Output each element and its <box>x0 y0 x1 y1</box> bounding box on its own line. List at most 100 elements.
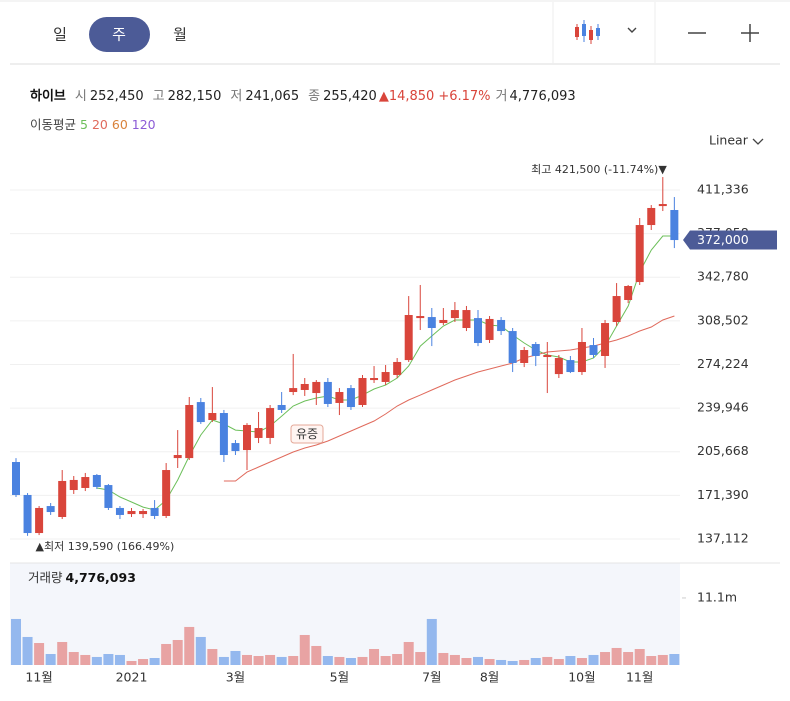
candle-body <box>23 494 32 534</box>
volume-bar <box>345 657 356 665</box>
candle-body <box>658 204 667 207</box>
ma-legend-entry: 120 <box>132 117 156 132</box>
ma-legend: 이동평균 5 20 60 120 <box>30 117 156 132</box>
candle-body <box>208 413 217 421</box>
volume-bar <box>438 652 449 665</box>
chart-type-button[interactable] <box>575 20 637 44</box>
volume-bar <box>207 648 218 665</box>
volume-bar <box>369 648 380 665</box>
y-tick-label: 205,668 <box>697 443 749 458</box>
volume-bar <box>299 634 310 665</box>
x-tick-label: 10월 <box>568 670 595 685</box>
volume-bar <box>449 654 460 665</box>
volume-bar <box>57 641 68 665</box>
volume-bar <box>461 657 472 665</box>
tab-week[interactable]: 주 <box>112 26 126 44</box>
candle-body <box>439 319 448 324</box>
moving-average <box>223 315 675 482</box>
volume-title: 거래량 4,776,093 <box>28 570 136 585</box>
last-price-tag <box>683 230 777 250</box>
candle-body <box>427 317 436 328</box>
scale-mode[interactable]: Linear <box>709 133 749 148</box>
candle-body <box>162 470 171 516</box>
candle-body <box>589 345 598 355</box>
volume-bar <box>34 643 45 665</box>
candle-body <box>381 372 390 382</box>
candle-body <box>485 318 494 340</box>
candle-body <box>624 285 633 300</box>
x-tick-label: 3월 <box>226 670 245 685</box>
candle-body <box>612 296 621 323</box>
zoom-in[interactable] <box>741 24 759 42</box>
y-tick-label: 171,390 <box>697 487 749 502</box>
volume-bar <box>103 654 114 665</box>
y-tick-label: 411,336 <box>697 181 749 196</box>
high-annotation: 최고 421,500 (-11.74%)▼ <box>531 163 667 176</box>
volume-bar <box>22 636 33 665</box>
volume-bar <box>519 659 530 665</box>
change-pct: +6.17% <box>438 89 490 104</box>
volume-bar <box>496 659 507 665</box>
volume-bar <box>530 657 541 665</box>
candle-body <box>35 507 44 534</box>
tab-day[interactable]: 일 <box>53 26 67 44</box>
volume-title-label: 거래량 <box>28 570 63 585</box>
candle-body <box>150 507 159 516</box>
candle-body <box>635 225 644 283</box>
candle-body <box>219 413 228 456</box>
candle-body <box>346 388 355 408</box>
volume-bar <box>114 654 125 665</box>
candle-body <box>450 310 459 319</box>
candle-body <box>404 315 413 361</box>
candle-body <box>231 443 240 452</box>
volume-bar <box>230 650 241 665</box>
candle-body <box>531 344 540 356</box>
info-label: 거 <box>496 89 508 104</box>
candle-body <box>81 477 90 488</box>
volume-bar <box>588 654 599 665</box>
volume-bar <box>242 654 252 665</box>
volume-bar <box>265 654 276 665</box>
candle-body <box>289 388 298 393</box>
candle-body <box>577 341 586 373</box>
info-value: 241,065 <box>245 89 299 104</box>
tab-month[interactable]: 월 <box>173 26 187 44</box>
volume-bar <box>91 656 102 665</box>
volume-title-value: 4,776,093 <box>66 570 136 585</box>
volume-bar <box>484 659 495 665</box>
candle-body <box>670 210 679 241</box>
event-annotation: 유증 <box>296 427 318 441</box>
stock-name: 하이브 <box>30 88 66 104</box>
volume-bar <box>669 654 680 665</box>
candle-body <box>115 507 124 515</box>
volume-tick-label: 11.1m <box>697 589 737 604</box>
scale-chevron[interactable] <box>752 138 764 145</box>
candle-body <box>323 381 332 404</box>
candle-body <box>12 462 20 495</box>
candle-body <box>508 331 517 363</box>
candle-body <box>416 316 425 319</box>
candle-body <box>46 506 55 513</box>
candle-body <box>92 474 101 487</box>
candle-body <box>543 354 552 358</box>
volume-bar <box>646 656 657 665</box>
x-tick-label: 11월 <box>25 670 52 685</box>
volume-bar <box>392 654 403 665</box>
candle-body <box>300 383 309 390</box>
volume-bar <box>553 659 564 665</box>
y-tick-label: 137,112 <box>697 530 749 545</box>
volume-bar <box>276 656 287 665</box>
candle-body <box>243 424 251 451</box>
candle-body <box>601 323 610 356</box>
change: ▲14,850 <box>379 89 435 104</box>
candle-body <box>497 319 506 332</box>
candle-body <box>173 455 182 459</box>
volume-bar <box>380 656 391 665</box>
volume-bar <box>45 654 56 665</box>
info-value: 252,450 <box>90 89 144 104</box>
candle-body <box>58 480 67 517</box>
volume-bar <box>322 656 333 665</box>
ma-legend-entry: 20 <box>92 117 108 132</box>
volume-bar <box>126 661 137 665</box>
